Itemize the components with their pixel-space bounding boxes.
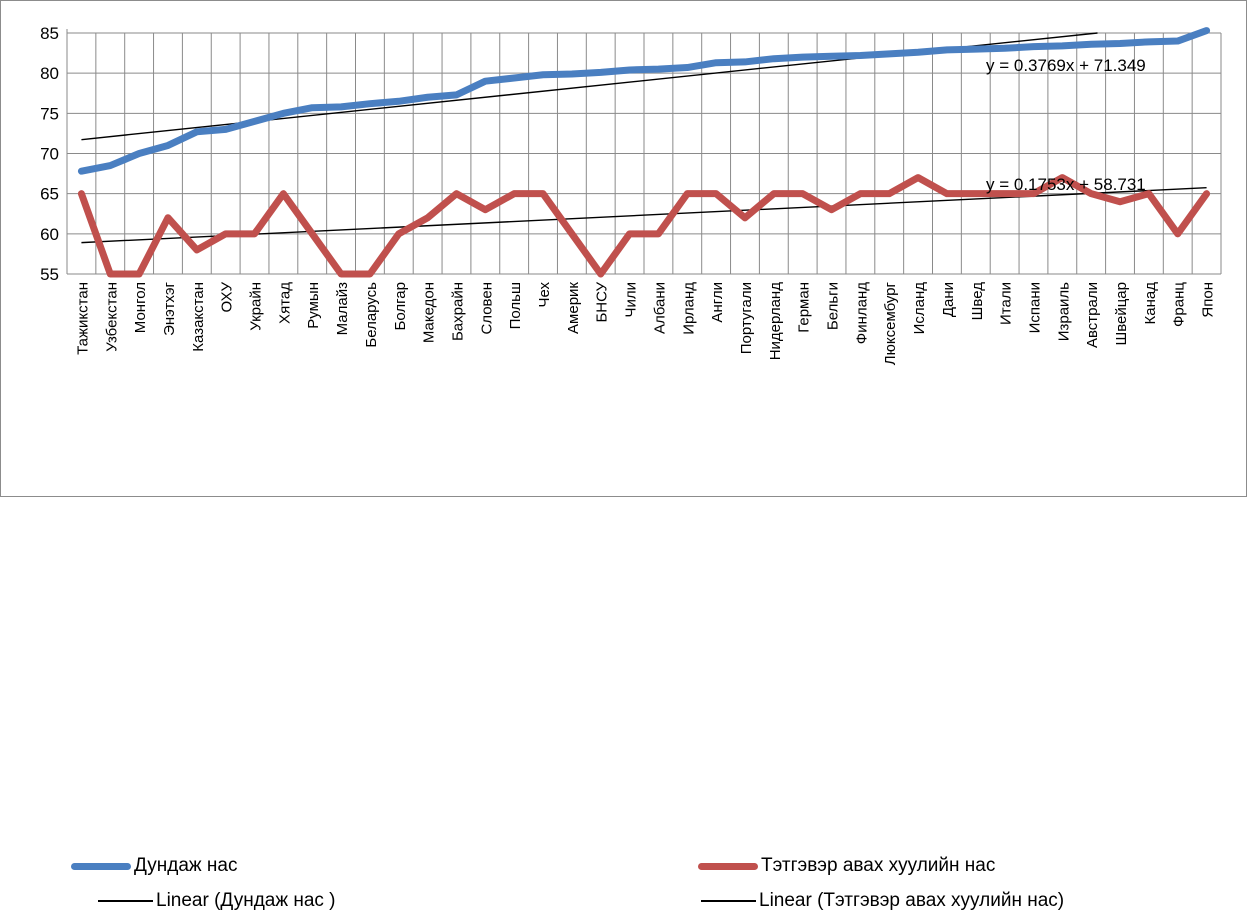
legend-item-trend-2: Linear (Тэтгэвэр авах хуулийн нас) xyxy=(701,889,1064,913)
x-tick-label: Чили xyxy=(623,282,640,318)
x-tick-label: Португали xyxy=(738,282,755,354)
line-chart: 55 60 65 70 75 80 85 Тажикстан Узбекстан Монгол Э… xyxy=(1,1,1246,421)
x-tick-label: Узбекстан xyxy=(103,282,120,352)
legend-label-series-1: Дундаж нас xyxy=(134,855,237,877)
x-tick-label: Люксембург xyxy=(882,281,899,365)
x-tick-label: Румын xyxy=(305,282,322,329)
x-tick-label: Австрали xyxy=(1084,282,1101,348)
x-tick-label: Нидерланд xyxy=(767,282,784,361)
x-tick-label: Итали xyxy=(998,282,1015,325)
x-tick-label: Энэтхэг xyxy=(161,281,178,335)
trendline-equation-2: y = 0.1753x + 58.731 xyxy=(986,175,1146,194)
x-axis-tick-labels: Тажикстан Узбекстан Монгол Энэтхэг Казакстан… xyxy=(74,281,1216,365)
legend-label-series-2: Тэтгэвэр авах хуулийн нас xyxy=(761,855,995,877)
x-tick-label: Хятад xyxy=(276,282,293,324)
x-tick-label: Канад xyxy=(1142,282,1159,325)
legend-swatch-trend-2 xyxy=(701,900,756,902)
legend-label-trend-2: Linear (Тэтгэвэр авах хуулийн нас) xyxy=(759,890,1064,912)
x-tick-label: Япон xyxy=(1200,282,1217,318)
x-tick-label: Македон xyxy=(421,282,438,343)
chart-frame: 55 60 65 70 75 80 85 Тажикстан Узбекстан Монгол Э… xyxy=(0,0,1247,497)
x-tick-label: Чех xyxy=(536,282,553,308)
y-tick-label: 85 xyxy=(40,24,59,43)
legend-swatch-series-2 xyxy=(698,863,758,870)
x-tick-label: Испани xyxy=(1026,282,1043,333)
x-tick-label: Швед xyxy=(969,282,986,321)
legend-swatch-trend-1 xyxy=(98,900,153,902)
x-tick-label: Дани xyxy=(940,282,957,317)
x-tick-label: Албани xyxy=(651,282,668,334)
x-tick-label: Тажикстан xyxy=(74,282,91,355)
x-tick-label: Герман xyxy=(796,282,813,333)
x-tick-label: Словен xyxy=(478,282,495,335)
x-tick-label: Болгар xyxy=(392,282,409,330)
x-tick-label: Америк xyxy=(565,282,582,334)
x-tick-label: Исланд xyxy=(911,282,928,335)
x-tick-label: Украйн xyxy=(248,282,265,331)
x-tick-label: Казакстан xyxy=(190,282,207,352)
y-tick-label: 70 xyxy=(40,145,59,164)
x-tick-label: Ирланд xyxy=(680,282,697,335)
x-tick-label: Бельги xyxy=(825,282,842,330)
legend-item-series-2: Тэтгэвэр авах хуулийн нас xyxy=(698,854,995,878)
y-tick-label: 65 xyxy=(40,185,59,204)
y-axis-tick-labels: 55 60 65 70 75 80 85 xyxy=(40,24,59,284)
legend-swatch-series-1 xyxy=(71,863,131,870)
legend-item-series-1: Дундаж нас xyxy=(71,854,237,878)
trendline-equation-1: y = 0.3769x + 71.349 xyxy=(986,56,1146,75)
x-tick-label: Малайз xyxy=(334,282,351,335)
x-tick-label: Монгол xyxy=(132,282,149,333)
y-tick-label: 60 xyxy=(40,225,59,244)
x-tick-label: Польш xyxy=(507,282,524,329)
legend-label-trend-1: Linear (Дундаж нас ) xyxy=(156,890,336,912)
x-tick-label: Англи xyxy=(709,282,726,323)
x-tick-label: Израиль xyxy=(1055,282,1072,341)
y-tick-label: 55 xyxy=(40,265,59,284)
x-tick-label: Франц xyxy=(1171,282,1188,327)
x-tick-label: Швейцар xyxy=(1113,282,1130,346)
x-tick-label: Бахрайн xyxy=(449,282,466,341)
y-tick-label: 75 xyxy=(40,104,59,123)
y-tick-label: 80 xyxy=(40,64,59,83)
trendline-equations: y = 0.3769x + 71.349 y = 0.1753x + 58.731 xyxy=(986,56,1146,194)
x-tick-label: БНСУ xyxy=(594,282,611,323)
x-tick-label: Беларусь xyxy=(363,282,380,348)
legend-item-trend-1: Linear (Дундаж нас ) xyxy=(98,889,336,913)
x-tick-label: ОХУ xyxy=(219,282,236,313)
x-tick-label: Финланд xyxy=(853,282,870,344)
